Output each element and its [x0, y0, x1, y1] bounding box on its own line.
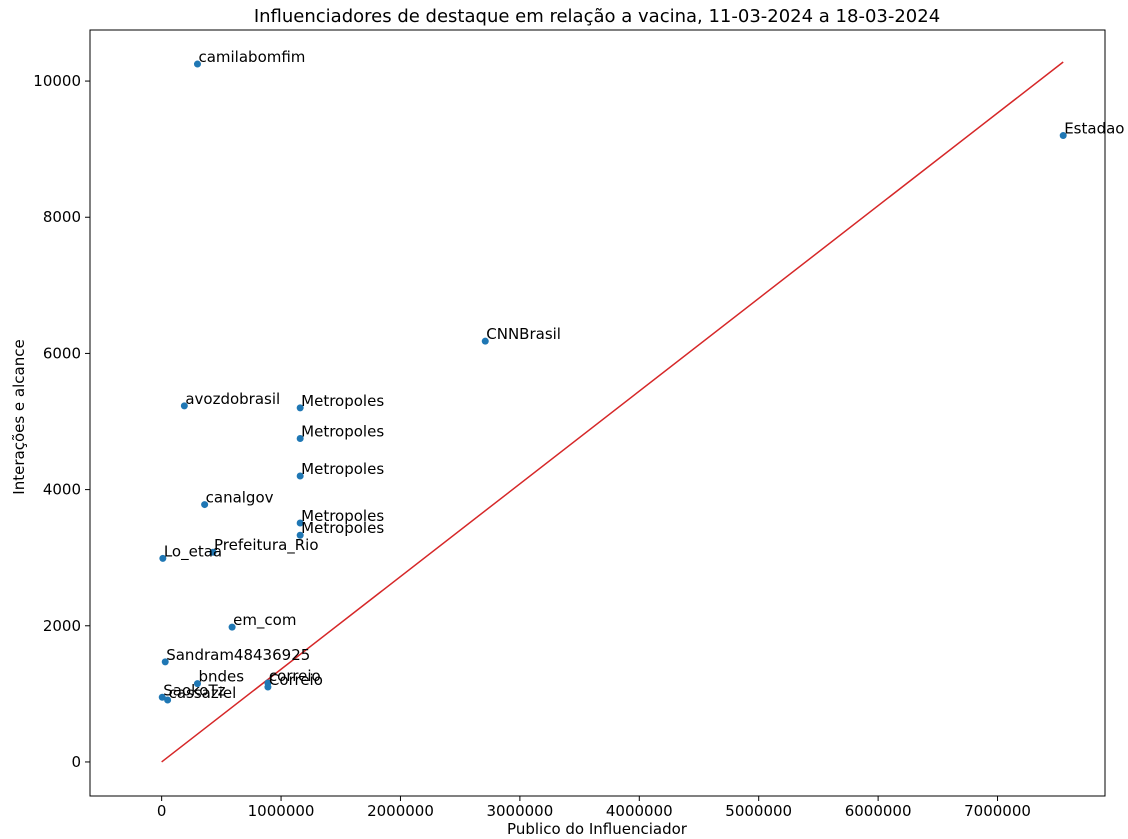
data-point [201, 501, 209, 509]
data-point [296, 472, 304, 480]
x-tick-label: 2000000 [367, 802, 434, 820]
point-label: Correio [269, 671, 323, 689]
trend-line [161, 61, 1064, 763]
data-point [193, 680, 201, 688]
point-label: canalgov [206, 489, 274, 507]
y-tick-label: 10000 [33, 72, 81, 90]
x-tick-label: 3000000 [486, 802, 553, 820]
data-point [164, 696, 172, 704]
data-point [296, 531, 304, 539]
point-label: Metropoles [301, 423, 384, 441]
data-point [161, 658, 169, 666]
data-point [264, 683, 272, 691]
point-label: Metropoles [301, 392, 384, 410]
data-point [193, 60, 201, 68]
point-label: Metropoles [301, 519, 384, 537]
x-tick-label: 0 [157, 802, 167, 820]
x-axis: 0 1000000 2000000 3000000 4000000 5000000 6000… [157, 796, 1031, 820]
x-tick-label: 7000000 [964, 802, 1031, 820]
y-tick-label: 8000 [43, 208, 81, 226]
point-label: camilabomfim [198, 48, 305, 66]
point-label: Estadao [1064, 120, 1124, 138]
x-axis-label: Publico do Influenciador [507, 820, 688, 838]
plot-area: camilabomfim Estadao CNNBrasil avozdobrasil… [158, 48, 1124, 763]
point-label: Prefeitura_Rio [214, 536, 319, 555]
data-point [159, 554, 167, 562]
point-label: avozdobrasil [185, 390, 280, 408]
x-tick-label: 1000000 [248, 802, 315, 820]
data-point [296, 404, 304, 412]
plot-frame [89, 29, 1106, 797]
point-label: Sandram48436925 [166, 646, 310, 664]
data-point [1059, 132, 1067, 140]
data-point [209, 548, 217, 556]
y-tick-label: 4000 [43, 481, 81, 499]
data-point [158, 693, 166, 701]
point-label: em_com [233, 611, 296, 630]
point-label: SaokoTz [163, 681, 225, 699]
data-point [228, 623, 236, 631]
x-tick-label: 6000000 [845, 802, 912, 820]
point-label: Lo_etaa [164, 542, 222, 561]
data-point [180, 402, 188, 410]
point-label: bndes [198, 668, 244, 686]
x-tick-label: 5000000 [725, 802, 792, 820]
x-tick-label: 4000000 [606, 802, 673, 820]
point-label: cassaziel [169, 684, 237, 702]
chart-title: Influenciadores de destaque em relação a… [254, 6, 940, 27]
y-tick-label: 6000 [43, 344, 81, 362]
y-tick-label: 0 [71, 753, 81, 771]
data-point [296, 519, 304, 527]
data-point [296, 435, 304, 443]
y-tick-label: 2000 [43, 617, 81, 635]
point-label: correio [269, 667, 321, 685]
y-axis: 0 2000 4000 6000 8000 10000 [33, 72, 90, 771]
data-point [481, 337, 489, 345]
point-label: Metropoles [301, 507, 384, 525]
point-label: Metropoles [301, 460, 384, 478]
point-label: CNNBrasil [486, 325, 561, 343]
y-axis-label: Interações e alcance [10, 339, 28, 494]
